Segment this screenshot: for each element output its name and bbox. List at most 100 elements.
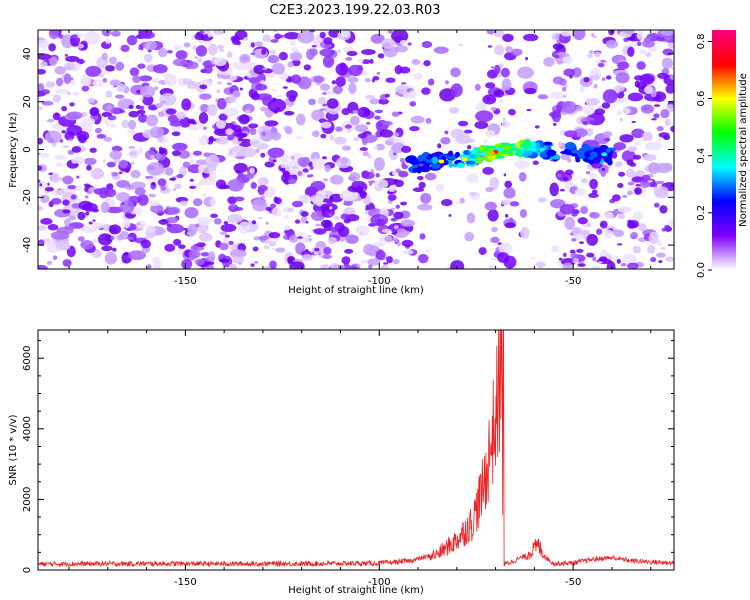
spectrogram-cell	[38, 152, 41, 155]
spectrogram-cell	[232, 90, 241, 98]
spectrogram-cell	[215, 119, 227, 129]
spectrogram-cell	[81, 111, 88, 118]
spectrogram-cell	[639, 73, 655, 85]
spectrogram-cell	[589, 67, 602, 81]
spectrogram-cell	[55, 88, 70, 95]
spectrogram-cell	[178, 244, 186, 249]
spectrogram-cell	[437, 143, 442, 149]
spectrogram-cell	[289, 41, 297, 46]
spectrogram-cell	[664, 118, 671, 127]
colorbar-gradient	[712, 30, 736, 270]
spectrogram-cell	[501, 78, 512, 91]
spectrogram-cell	[173, 188, 176, 191]
spectrogram-y-ticks: -40 -20 0 20 40	[22, 48, 674, 253]
spectrogram-cell	[384, 236, 393, 243]
spectrogram-cell	[450, 259, 465, 269]
spectrogram-cell	[130, 162, 135, 165]
x-tick-label: -150	[174, 276, 197, 287]
spectrogram-cell	[239, 87, 244, 91]
spectrogram-cell	[440, 136, 451, 145]
snr-series-line	[37, 329, 675, 568]
spectrogram-cell	[169, 177, 176, 181]
spectrogram-cell	[579, 241, 584, 244]
spectrogram-cell	[466, 138, 475, 144]
spectrogram-cell	[627, 146, 637, 152]
spectrogram-cell	[249, 136, 262, 148]
spectrogram-cell	[282, 86, 288, 89]
spectrogram-cell	[570, 251, 578, 260]
spectrogram-cell	[219, 258, 230, 263]
spectrogram-cell	[613, 229, 625, 237]
spectrogram-cell	[101, 30, 112, 37]
spectrogram-signal-cell	[535, 142, 541, 151]
spectrogram-cell	[562, 100, 577, 114]
spectrogram-cell	[583, 105, 595, 116]
spectrogram-cell	[315, 223, 322, 227]
spectrogram-cell	[64, 131, 75, 141]
spectrogram-hot-cell	[601, 152, 608, 157]
spectrogram-cell	[38, 53, 52, 60]
spectrogram-cell	[159, 92, 177, 107]
spectrogram-cell	[88, 221, 93, 225]
spectrogram-cell	[232, 124, 242, 133]
spectrogram-cell	[421, 87, 431, 95]
spectrogram-cell	[393, 237, 399, 243]
spectrogram-cell	[41, 89, 50, 95]
spectrogram-signal-cell	[575, 158, 581, 163]
spectrogram-cell	[362, 151, 369, 157]
colorbar: 0.0 0.2 0.4 0.6 0.8 Normalized spectral ampl…	[696, 30, 749, 278]
spectrogram-signal-cell	[475, 160, 484, 164]
spectrogram-cell	[221, 184, 230, 190]
spectrogram-cell	[238, 114, 250, 125]
spectrogram-cell	[320, 264, 330, 269]
spectrogram-signal-cell	[605, 148, 612, 153]
spectrogram-cell	[409, 126, 420, 132]
spectrogram-cell	[619, 134, 634, 143]
x-tick-label: -100	[368, 577, 391, 588]
spectrogram-cell	[320, 133, 327, 139]
spectrogram-cell	[410, 115, 425, 124]
spectrogram-cell	[347, 76, 359, 83]
spectrogram-cell	[569, 249, 576, 254]
spectrogram-cell	[140, 97, 145, 100]
spectrogram-cell	[329, 226, 339, 233]
spectrogram-cell	[62, 209, 71, 214]
spectrogram-cell	[257, 177, 269, 186]
spectrogram-cell	[313, 228, 327, 235]
spectrogram-cell	[279, 154, 290, 164]
spectrogram-cell	[62, 145, 70, 149]
spectrogram-cell	[485, 186, 494, 193]
spectrogram-cell	[198, 164, 205, 174]
spectrogram-cell	[197, 180, 205, 187]
spectrogram-cell	[400, 219, 416, 227]
spectrogram-cell	[144, 149, 156, 161]
spectrogram-cell	[627, 262, 639, 269]
spectrogram-cell	[372, 78, 375, 83]
spectrogram-cell	[195, 45, 208, 57]
spectrogram-cell	[219, 31, 224, 35]
spectrogram-cell	[494, 44, 505, 56]
spectrogram-cell	[118, 159, 129, 169]
colorbar-tick-label: 0.6	[696, 91, 707, 107]
spectrogram-cell	[393, 225, 399, 230]
spectrogram-cell	[237, 137, 243, 142]
spectrogram-cell	[128, 110, 140, 118]
spectrogram-cell	[463, 129, 473, 134]
spectrogram-cell	[178, 150, 190, 159]
spectrogram-cell	[132, 75, 141, 83]
spectrogram-cell	[311, 45, 317, 48]
spectrogram-cell	[81, 85, 90, 92]
spectrogram-cell	[136, 213, 141, 217]
spectrogram-cell	[199, 84, 208, 90]
spectrogram-cell	[589, 211, 600, 219]
spectrogram-cell	[126, 129, 137, 135]
spectrogram-cell	[647, 180, 653, 183]
spectrogram-cell	[105, 105, 113, 111]
spectrogram-cell	[213, 218, 222, 225]
spectrogram-cell	[139, 105, 145, 110]
spectrogram-cell	[552, 122, 557, 126]
spectrogram-cell	[172, 58, 188, 67]
spectrogram-cell	[124, 185, 136, 191]
spectrogram-cell	[661, 57, 673, 70]
spectrogram-cell	[433, 46, 449, 54]
